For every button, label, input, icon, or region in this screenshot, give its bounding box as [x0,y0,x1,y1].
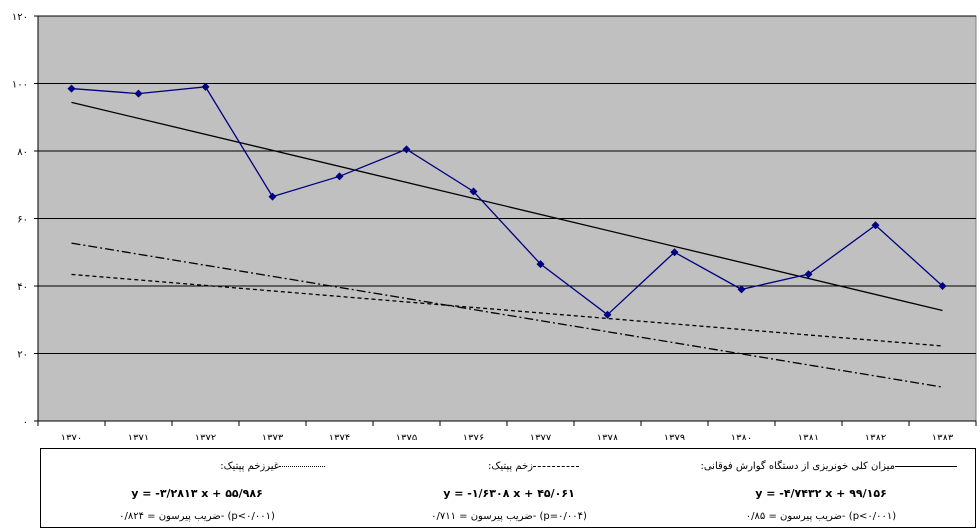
data-series [67,82,947,319]
gridlines [38,15,976,354]
y-tick-label: ۱۲۰ [12,12,28,23]
x-tick-label: ۱۳۷۶ [463,433,484,440]
legend-item-total: میزان کلی خونریزی از دستگاه گوارش فوقانی… [665,449,977,529]
data-point [804,270,813,279]
legend-item-nonpeptic: غیرزخم پپتیک: y = -۳/۲۸۱۳ x + ۵۵/۹۸۶ ضری… [41,449,353,529]
legend-equation-nonpeptic: y = -۳/۲۸۱۳ x + ۵۵/۹۸۶ [131,487,263,500]
legend-line-dashed [533,465,579,467]
trendlines [71,101,943,388]
data-point [402,145,411,154]
data-point [201,82,210,91]
legend-line-solid [895,465,957,467]
data-point [603,310,612,319]
legend-item-peptic: زخم پپتیک: y = -۱/۶۳۰۸ x + ۴۵/۰۶۱ ضریب پ… [353,449,665,529]
data-point [536,260,545,269]
x-tick-label: ۱۳۷۷ [530,433,552,440]
x-tick-label: ۱۳۸۰ [731,433,752,440]
legend-title-peptic: زخم پپتیک: [488,461,533,472]
data-point [737,285,746,294]
legend-title-total: میزان کلی خونریزی از دستگاه گوارش فوقانی… [700,461,895,472]
data-point [469,187,478,196]
y-tick-label: ۸۰ [17,147,28,158]
x-tick-label: ۱۳۷۸ [597,433,619,440]
legend-pearson-nonpeptic: ضریب پیرسون = ۰/۸۲۴- (p<۰/۰۰۱) [119,511,275,522]
x-tick-label: ۱۳۸۲ [865,433,886,440]
legend-pearson-total: ضریب پیرسون = ۰/۸۵- (p<۰/۰۰۱) [745,511,897,522]
y-tick-label: ۶۰ [17,215,28,226]
y-tick-label: ۰ [23,417,28,428]
legend-pearson-peptic: ضریب پیرسون = ۰/۷۱۱- (p=۰/۰۰۴) [431,511,587,522]
legend-title-nonpeptic: غیرزخم پپتیک: [220,461,279,472]
data-point [871,221,880,230]
x-tick-label: ۱۳۷۰ [61,433,82,440]
y-axis: ۰ ۲۰ ۴۰ ۶۰ ۸۰ ۱۰۰ ۱۲۰ [12,12,39,428]
x-tick-label: ۱۳۷۹ [664,433,685,440]
x-tick-label: ۱۳۷۲ [195,433,216,440]
data-point [67,84,76,93]
legend: میزان کلی خونریزی از دستگاه گوارش فوقانی… [40,448,976,528]
chart: ۰ ۲۰ ۴۰ ۶۰ ۸۰ ۱۰۰ ۱۲۰ ۱۳۷۰ ۱۳۷۱ ۱۳۷۲ ۱۳۷۳ ۱۳۷۴ ۱۳۷۵… [12,12,977,440]
y-tick-label: ۴۰ [17,282,28,293]
trendline-total [71,101,943,312]
y-tick-label: ۲۰ [17,350,28,361]
y-tick-label: ۱۰۰ [12,80,28,91]
x-tick-label: ۱۳۷۵ [396,433,417,440]
trendline-peptic [71,273,943,347]
x-tick-label: ۱۳۷۴ [329,433,350,440]
data-point [335,172,344,181]
x-tick-label: ۱۳۸۱ [798,433,819,440]
data-point [938,282,947,290]
x-tick-label: ۱۳۷۱ [128,433,149,440]
x-tick-label: ۱۳۸۳ [932,433,954,440]
trendline-nonpeptic [71,242,943,388]
legend-equation-total: y = -۴/۷۴۳۲ x + ۹۹/۱۵۶ [755,487,887,500]
x-tick-label: ۱۳۷۳ [262,433,284,440]
data-point [268,192,277,201]
data-point [134,89,143,98]
data-point [670,248,679,257]
x-axis: ۱۳۷۰ ۱۳۷۱ ۱۳۷۲ ۱۳۷۳ ۱۳۷۴ ۱۳۷۵ ۱۳۷۶ ۱۳۷۷ ۱۳۷۸ ۱۳۷۹… [37,420,977,440]
legend-line-dashdot [279,465,325,467]
legend-equation-peptic: y = -۱/۶۳۰۸ x + ۴۵/۰۶۱ [443,487,575,500]
series-line [71,86,943,316]
